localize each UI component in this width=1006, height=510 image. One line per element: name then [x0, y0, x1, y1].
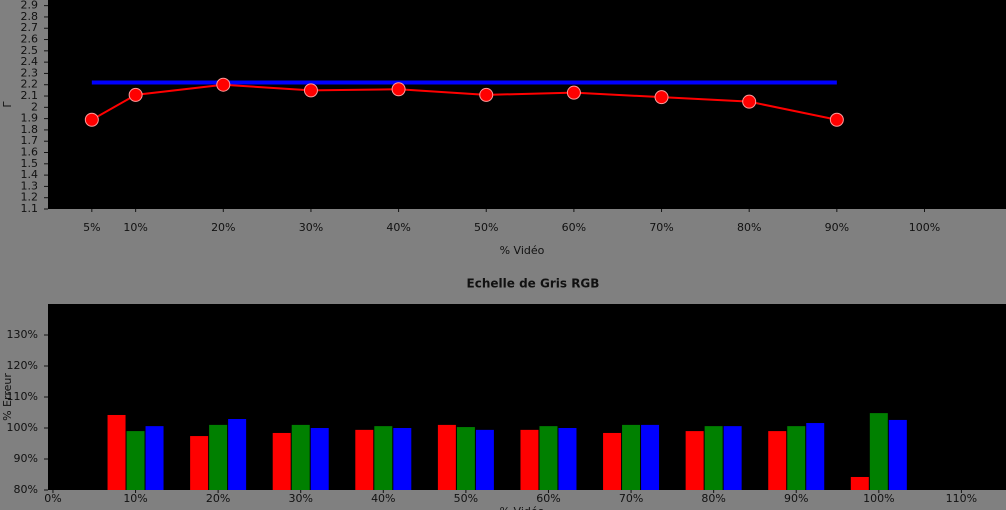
- x-tick-label: 80%: [737, 221, 761, 234]
- bar: [869, 413, 888, 490]
- y-tick-label: 1.1: [21, 202, 39, 215]
- x-axis-label: % Vidéo: [500, 244, 545, 257]
- bar: [704, 426, 723, 490]
- y-tick-label: 2.5: [21, 44, 39, 57]
- bar: [437, 424, 456, 490]
- bar: [272, 432, 291, 490]
- x-tick-label: 90%: [825, 221, 849, 234]
- y-tick-label: 2.6: [21, 33, 39, 46]
- y-tick-label: 130%: [7, 328, 38, 341]
- y-tick-label: 1.2: [21, 191, 39, 204]
- data-point: [216, 77, 231, 92]
- y-tick-label: 1.4: [21, 168, 39, 181]
- y-axis-label: % Erreur: [1, 373, 14, 421]
- bar: [520, 429, 539, 490]
- data-point: [566, 85, 581, 100]
- data-point: [128, 87, 143, 102]
- bar: [622, 424, 641, 490]
- x-tick-label: 50%: [474, 221, 498, 234]
- bar: [190, 436, 209, 490]
- y-tick-label: 1.3: [21, 179, 39, 192]
- y-tick-label: 1.5: [21, 157, 39, 170]
- y-tick-label: 1.7: [21, 134, 39, 147]
- bar: [209, 424, 228, 490]
- y-tick-label: 1.6: [21, 146, 39, 159]
- y-tick-label: 2.3: [21, 66, 39, 79]
- x-axis-label: % Vidéo: [500, 505, 545, 510]
- bar: [685, 431, 704, 490]
- x-tick-label: 10%: [123, 492, 147, 505]
- y-tick-label: 90%: [14, 452, 38, 465]
- x-tick-label: 0%: [44, 492, 61, 505]
- data-point: [84, 112, 99, 127]
- chart-title: Echelle de Gris RGB: [467, 277, 600, 291]
- y-tick-label: 2: [31, 100, 38, 113]
- series-line: [91, 83, 838, 121]
- bar: [475, 429, 494, 490]
- y-tick-label: 2.2: [21, 78, 39, 91]
- data-point: [829, 112, 844, 127]
- data-point: [742, 94, 757, 109]
- bar: [355, 429, 374, 490]
- bar: [126, 431, 145, 490]
- x-tick-label: 20%: [211, 221, 235, 234]
- y-tick-label: 80%: [14, 483, 38, 496]
- y-tick-label: 1.9: [21, 112, 39, 125]
- bar: [374, 426, 393, 490]
- bar: [228, 419, 247, 490]
- plot-area: [48, 0, 1006, 209]
- y-axis-label: Γ: [1, 101, 14, 108]
- y-tick-label: 120%: [7, 359, 38, 372]
- y-tick-label: 2.9: [21, 0, 39, 12]
- y-tick-label: 2.1: [21, 89, 39, 102]
- x-tick-label: 70%: [619, 492, 643, 505]
- bar: [768, 431, 787, 490]
- bar: [393, 428, 412, 490]
- bar: [787, 426, 806, 490]
- bar: [806, 423, 825, 490]
- bar: [558, 428, 577, 490]
- bar: [641, 424, 660, 490]
- x-tick-label: 30%: [288, 492, 312, 505]
- bar: [145, 426, 164, 490]
- data-point: [303, 83, 318, 98]
- x-tick-label: 60%: [536, 492, 560, 505]
- y-tick-label: 100%: [7, 421, 38, 434]
- x-tick-label: 110%: [946, 492, 977, 505]
- data-point: [391, 82, 406, 97]
- x-tick-label: 60%: [562, 221, 586, 234]
- x-tick-label: 10%: [123, 221, 147, 234]
- y-tick-label: 1.8: [21, 123, 39, 136]
- data-point: [479, 87, 494, 102]
- data-point: [654, 90, 669, 105]
- y-tick-label: 110%: [7, 390, 38, 403]
- y-tick-label: 2.4: [21, 55, 39, 68]
- bar: [291, 424, 310, 490]
- bar: [107, 414, 126, 490]
- y-tick-label: 2.7: [21, 21, 39, 34]
- bar: [850, 476, 869, 490]
- bar: [888, 419, 907, 490]
- x-tick-label: 40%: [386, 221, 410, 234]
- x-tick-label: 90%: [784, 492, 808, 505]
- x-tick-label: 30%: [299, 221, 323, 234]
- y-tick-label: 2.8: [21, 10, 39, 23]
- bar: [539, 426, 558, 490]
- x-tick-label: 100%: [909, 221, 940, 234]
- x-tick-label: 50%: [454, 492, 478, 505]
- bar: [603, 432, 622, 490]
- x-tick-label: 20%: [206, 492, 230, 505]
- bar: [456, 427, 475, 490]
- bar: [310, 428, 329, 490]
- x-tick-label: 80%: [701, 492, 725, 505]
- x-tick-label: 70%: [649, 221, 673, 234]
- x-tick-label: 40%: [371, 492, 395, 505]
- x-tick-label: 5%: [83, 221, 100, 234]
- x-tick-label: 100%: [863, 492, 894, 505]
- bar: [723, 426, 742, 490]
